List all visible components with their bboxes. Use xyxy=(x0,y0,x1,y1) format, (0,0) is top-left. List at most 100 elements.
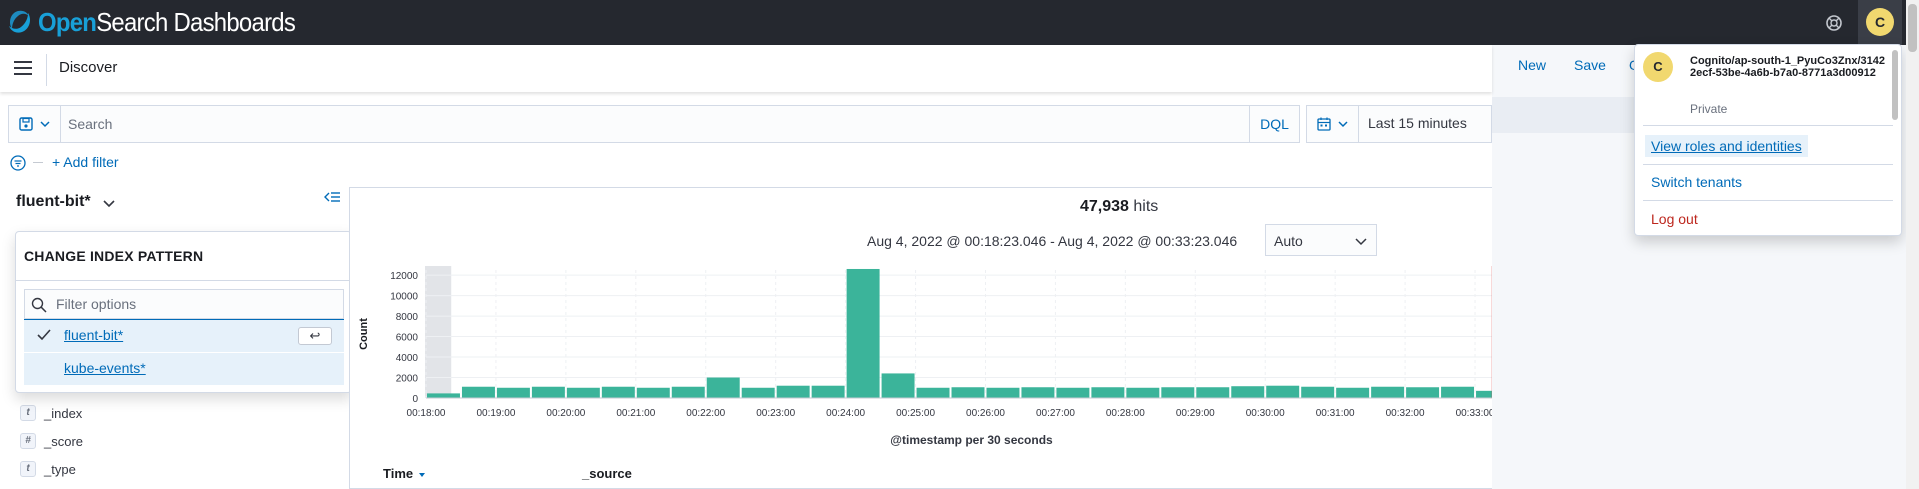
app-title: Discover xyxy=(59,59,118,76)
histogram-bar xyxy=(1336,387,1370,398)
time-column-label: Time xyxy=(383,466,414,481)
query-language-button[interactable]: DQL xyxy=(1249,106,1299,142)
histogram-bar xyxy=(811,385,845,398)
histogram-bar xyxy=(951,387,985,398)
histogram-bar xyxy=(986,387,1020,398)
histogram-bar xyxy=(1266,385,1300,398)
search-icon xyxy=(31,297,47,313)
account-divider xyxy=(1643,200,1893,201)
option-label-fluent-bit[interactable]: fluent-bit* xyxy=(64,327,124,343)
field-item-index[interactable]: t _index xyxy=(20,403,82,423)
x-tick-label: 00:24:00 xyxy=(826,408,865,419)
y-tick-label: 4000 xyxy=(396,353,419,364)
histogram-bar xyxy=(601,386,635,398)
time-column-header[interactable]: Time xyxy=(383,466,427,481)
y-tick-label: 0 xyxy=(412,394,418,405)
x-tick-label: 00:26:00 xyxy=(966,408,1005,419)
histogram-bar xyxy=(1231,386,1265,398)
histogram-bar xyxy=(566,387,600,398)
histogram-bar xyxy=(881,373,915,398)
x-tick-label: 00:23:00 xyxy=(756,408,795,419)
field-type-token: t xyxy=(20,461,36,477)
hamburger-menu-icon[interactable] xyxy=(14,60,32,76)
histogram-bar xyxy=(741,387,775,398)
help-icon[interactable] xyxy=(1822,12,1846,34)
histogram-bar xyxy=(1021,387,1055,398)
index-option-kube-events[interactable] xyxy=(24,353,344,385)
source-column-header: _source xyxy=(582,466,632,481)
page-scrollbar[interactable] xyxy=(1906,0,1919,489)
filter-divider xyxy=(33,162,43,163)
field-name: _type xyxy=(44,461,76,477)
field-type-token: # xyxy=(20,433,36,449)
histogram-bar xyxy=(1161,387,1195,398)
sort-down-icon[interactable] xyxy=(417,470,427,478)
opensearch-logo[interactable]: OpenSearch Dashboards xyxy=(8,7,317,37)
histogram-bar xyxy=(1196,387,1230,398)
filter-menu-icon[interactable] xyxy=(10,155,26,171)
top-header xyxy=(0,0,1919,45)
x-tick-label: 00:19:00 xyxy=(476,408,515,419)
histogram-bar xyxy=(496,387,530,398)
save-disk-icon xyxy=(18,117,33,131)
histogram-bar xyxy=(636,387,670,398)
hits-count: 47,938 xyxy=(1080,198,1129,215)
histogram-bar xyxy=(1371,386,1405,398)
interval-select[interactable] xyxy=(1265,224,1377,256)
account-divider xyxy=(1643,125,1893,126)
field-item-score[interactable]: # _score xyxy=(20,431,83,451)
x-tick-label: 00:20:00 xyxy=(546,408,585,419)
collapse-sidebar-icon[interactable] xyxy=(323,189,341,205)
x-tick-label: 00:30:00 xyxy=(1246,408,1285,419)
histogram-bar xyxy=(1126,387,1160,398)
histogram-bar xyxy=(531,386,565,398)
date-quick-select-button[interactable] xyxy=(1307,106,1359,142)
save-button[interactable]: Save xyxy=(1574,57,1606,73)
popover-scrollbar[interactable] xyxy=(1892,50,1898,120)
hits-label: hits xyxy=(1133,198,1159,215)
x-tick-label: 00:28:00 xyxy=(1106,408,1145,419)
filter-options-input[interactable] xyxy=(24,289,344,321)
histogram-bar xyxy=(916,387,950,398)
user-avatar[interactable]: C xyxy=(1866,8,1894,36)
saved-queries-button[interactable] xyxy=(9,106,61,142)
view-roles-link[interactable]: View roles and identities xyxy=(1645,135,1808,157)
logo-text-rest: Search Dashboards xyxy=(96,6,296,37)
index-option-fluent-bit[interactable] xyxy=(24,320,344,352)
field-type-token: t xyxy=(20,405,36,421)
x-axis-label: @timestamp per 30 seconds xyxy=(890,433,1053,447)
x-tick-label: 00:32:00 xyxy=(1386,408,1425,419)
chevron-down-icon xyxy=(1337,121,1348,128)
field-name: _score xyxy=(44,433,84,449)
histogram-bar xyxy=(461,386,495,398)
x-tick-label: 00:22:00 xyxy=(686,408,725,419)
app-header xyxy=(0,45,1492,92)
new-button[interactable]: New xyxy=(1518,57,1547,73)
search-input[interactable] xyxy=(64,106,1248,142)
histogram-bar xyxy=(671,386,705,398)
switch-tenants-link[interactable]: Switch tenants xyxy=(1651,174,1743,190)
index-pattern-title[interactable]: fluent-bit* xyxy=(16,193,91,210)
account-username: Cognito/ap-south-1_PyuCo3Znx/31422ecf-53… xyxy=(1690,55,1885,79)
header-divider xyxy=(46,54,47,86)
log-out-link[interactable]: Log out xyxy=(1651,211,1698,227)
histogram-bar xyxy=(1091,387,1125,398)
y-tick-label: 6000 xyxy=(396,333,419,344)
popover-divider xyxy=(15,280,352,281)
x-tick-label: 00:25:00 xyxy=(896,408,935,419)
option-label-kube-events[interactable]: kube-events* xyxy=(64,360,146,376)
popover-title: CHANGE INDEX PATTERN xyxy=(24,248,204,264)
field-item-type[interactable]: t _type xyxy=(20,459,76,479)
y-tick-label: 10000 xyxy=(390,292,418,303)
account-divider xyxy=(1643,164,1893,165)
opensearch-logo-text: OpenSearch Dashboards xyxy=(38,6,296,38)
hits-counter: 47,938 hits xyxy=(1080,198,1158,216)
add-filter-button[interactable]: + Add filter xyxy=(52,154,119,170)
y-tick-label: 8000 xyxy=(396,312,419,323)
date-range-display[interactable]: Last 15 minutes xyxy=(1368,115,1467,131)
page-scrollbar-thumb[interactable] xyxy=(1908,4,1917,52)
histogram-bar xyxy=(846,268,880,398)
logo-text-open: Open xyxy=(38,6,97,37)
chevron-down-icon[interactable] xyxy=(102,196,116,210)
x-tick-label: 00:21:00 xyxy=(616,408,655,419)
